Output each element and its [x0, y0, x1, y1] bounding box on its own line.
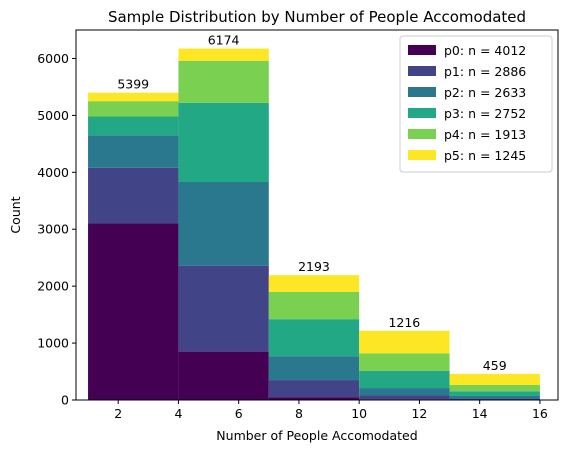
bar-segment-p4-bin0 [88, 101, 179, 117]
legend-label-p5: p5: n = 1245 [444, 148, 526, 163]
x-tick-label: 16 [532, 406, 548, 421]
bar-segment-p2-bin1 [178, 181, 269, 266]
bars-layer [88, 48, 540, 400]
y-tick-label: 5000 [37, 108, 69, 123]
legend-swatch-p1 [408, 66, 436, 76]
bar-segment-p5-bin1 [178, 48, 269, 61]
bar-total-labels: 5399 6174 2193 1216 459 [117, 33, 506, 373]
legend-label-p1: p1: n = 2886 [444, 64, 526, 79]
bar-segment-p5-bin2 [268, 275, 360, 292]
bar-total-label: 459 [483, 358, 507, 373]
x-tick-label: 8 [295, 406, 303, 421]
legend-swatch-p4 [408, 129, 436, 139]
y-tick-label: 3000 [37, 222, 69, 237]
legend-label-p3: p3: n = 2752 [444, 106, 526, 121]
x-tick-label: 6 [235, 406, 243, 421]
legend: p0: n = 4012 p1: n = 2886 p2: n = 2633 p3: … [399, 35, 553, 173]
x-axis-label: Number of People Accomodated [216, 428, 417, 443]
bar-segment-p3-bin0 [88, 116, 179, 136]
bar-segment-p1-bin1 [178, 265, 269, 352]
plot-frame [75, 29, 559, 401]
y-axis-label: Count [8, 196, 23, 233]
bar-segment-p3-bin2 [268, 319, 360, 357]
x-tick-label: 12 [411, 406, 427, 421]
bar-segment-p3-bin4 [449, 391, 540, 396]
bar-segment-p2-bin3 [359, 388, 450, 396]
bar-segment-p5-bin0 [88, 92, 179, 102]
bar-total-label: 6174 [208, 33, 240, 48]
y-tick-label: 2000 [37, 279, 69, 294]
y-axis: 0 1000 2000 3000 4000 5000 6000 [37, 51, 76, 408]
bar-segment-p2-bin4 [449, 395, 540, 399]
bar-total-label: 5399 [117, 77, 149, 92]
legend-swatch-p0 [408, 45, 436, 55]
bar-segment-p3-bin1 [178, 102, 269, 182]
bar-segment-p4-bin3 [359, 353, 450, 371]
bar-total-label: 1216 [388, 315, 420, 330]
bar-segment-p1-bin3 [359, 395, 450, 400]
x-tick-label: 10 [351, 406, 367, 421]
bar-segment-p4-bin4 [449, 384, 540, 392]
legend-swatch-p5 [408, 150, 436, 160]
chart-title: Sample Distribution by Number of People … [108, 8, 526, 26]
bar-segment-p1-bin4 [449, 398, 540, 400]
legend-label-p2: p2: n = 2633 [444, 85, 526, 100]
bar-segment-p2-bin2 [268, 356, 360, 381]
bar-segment-p0-bin0 [88, 223, 179, 400]
x-tick-label: 14 [472, 406, 488, 421]
bar-segment-p4-bin2 [268, 291, 360, 320]
bar-segment-p3-bin3 [359, 370, 450, 389]
bar-segment-p5-bin3 [359, 330, 450, 354]
x-axis: 2 4 6 8 10 12 14 16 [114, 400, 548, 421]
legend-swatch-p2 [408, 87, 436, 97]
legend-box [399, 35, 553, 173]
bar-segment-p4-bin1 [178, 60, 269, 103]
bar-segment-p1-bin0 [88, 167, 179, 224]
bar-segment-p0-bin1 [178, 351, 269, 400]
bar-segment-p2-bin0 [88, 135, 179, 168]
y-tick-label: 4000 [37, 165, 69, 180]
y-tick-label: 6000 [37, 51, 69, 66]
y-tick-label: 1000 [37, 336, 69, 351]
legend-swatch-p3 [408, 108, 436, 118]
bar-total-label: 2193 [298, 259, 330, 274]
bar-segment-p5-bin4 [449, 373, 540, 385]
y-tick-label: 0 [61, 393, 69, 408]
bar-segment-p0-bin2 [268, 397, 360, 400]
legend-label-p4: p4: n = 1913 [444, 127, 526, 142]
legend-label-p0: p0: n = 4012 [444, 43, 526, 58]
x-tick-label: 2 [114, 406, 122, 421]
x-tick-label: 4 [174, 406, 182, 421]
bar-segment-p1-bin2 [268, 380, 360, 398]
